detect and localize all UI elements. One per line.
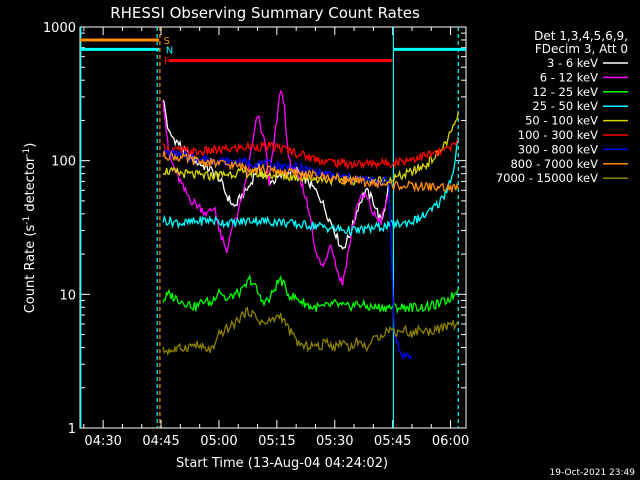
x-tick-label: 05:00 [200, 434, 237, 449]
series-line-3 [162, 136, 459, 236]
legend-label-7: 800 - 7000 keV [510, 157, 598, 171]
x-tick-label: 06:00 [432, 434, 469, 449]
flag-bars: SNF [80, 36, 466, 68]
y-axis-label-end: ) [23, 143, 38, 148]
y-tick-label: 1000 [43, 21, 76, 36]
x-axis-label: Start Time (13-Aug-04 04:24:02) [176, 456, 388, 471]
y-axis-label-sup2: -1 [22, 148, 32, 157]
flag-label-N: N [166, 45, 173, 56]
x-tick-label: 04:30 [84, 434, 121, 449]
series-line-2 [162, 273, 459, 315]
legend-label-5: 100 - 300 keV [518, 128, 598, 142]
y-axis-label-mid: detector [23, 156, 38, 216]
legend-label-1: 6 - 12 keV [540, 70, 598, 84]
timestamp: 19-Oct-2021 23:49 [550, 468, 636, 478]
y-axis-label: Count Rate (s-1 detector-1) [22, 143, 38, 314]
series-line-4 [162, 112, 459, 187]
chart-title: RHESSI Observing Summary Count Rates [110, 4, 420, 22]
legend-label-3: 25 - 50 keV [532, 99, 598, 113]
legend-label-6: 300 - 800 keV [518, 142, 598, 156]
flag-label-S: S [164, 36, 170, 47]
series-line-7 [162, 150, 459, 193]
series-line-6 [162, 148, 413, 361]
plot-frame [79, 26, 467, 429]
x-tick-label: 04:45 [142, 434, 179, 449]
y-tick-label: 100 [51, 155, 76, 170]
y-tick-label: 10 [59, 288, 76, 303]
legend-label-4: 50 - 100 keV [525, 114, 598, 128]
x-tick-label: 05:15 [258, 434, 295, 449]
series-line-8 [162, 306, 459, 357]
flag-label-F: F [164, 57, 170, 68]
series-line-1 [162, 89, 390, 286]
legend-header-1: Det 1,3,4,5,6,9, [534, 29, 628, 43]
x-tick-label: 05:30 [316, 434, 353, 449]
series-lines [162, 89, 459, 361]
tick-labels: 04:30 04:45 05:00 05:15 05:30 05:45 06:00 1 10 10… [43, 21, 469, 449]
legend-header-2: FDecim 3, Att 0 [535, 42, 628, 56]
y-axis-label-main: Count Rate (s [23, 225, 38, 314]
legend: Det 1,3,4,5,6,9, FDecim 3, Att 0 3 - 6 k… [496, 29, 628, 185]
legend-label-8: 7000 - 15000 keV [496, 171, 598, 185]
y-tick-label: 1 [68, 422, 76, 437]
legend-label-2: 12 - 25 keV [532, 85, 598, 99]
series-line-5 [162, 139, 459, 171]
legend-label-0: 3 - 6 keV [547, 56, 598, 70]
x-tick-label: 05:45 [374, 434, 411, 449]
y-axis-label-sup: -1 [22, 216, 32, 225]
